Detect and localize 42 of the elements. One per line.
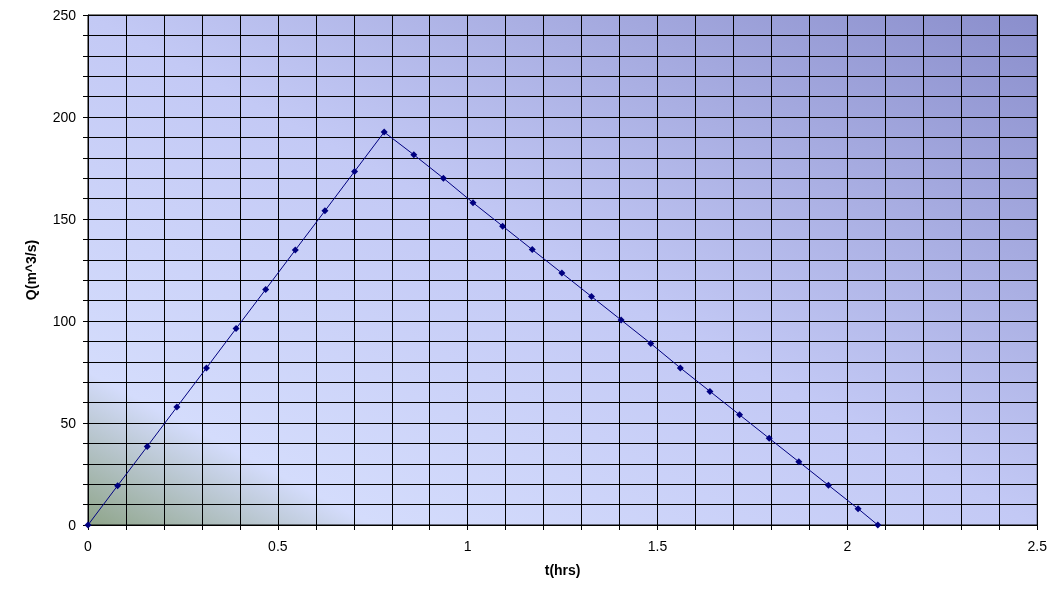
y-tick-label: 200 xyxy=(52,109,77,125)
y-tick-label: 0 xyxy=(68,517,77,533)
point xyxy=(143,442,151,450)
y-tick-label: 100 xyxy=(52,313,77,329)
x-tick-label: 2 xyxy=(843,538,852,554)
y-tick-label: 50 xyxy=(60,415,77,431)
point xyxy=(558,269,566,277)
y-tick-label: 250 xyxy=(52,7,77,23)
x-tick-label: 0 xyxy=(84,538,93,554)
x-tick-label: 1.5 xyxy=(647,538,668,554)
point xyxy=(617,316,625,324)
point xyxy=(824,481,832,489)
point xyxy=(676,364,684,372)
point xyxy=(587,293,595,301)
point xyxy=(262,285,270,293)
x-tick-label: 1 xyxy=(463,538,472,554)
point xyxy=(736,411,744,419)
point xyxy=(321,207,329,215)
y-axis-title: Q(m^3/s) xyxy=(23,239,39,301)
point xyxy=(854,505,862,513)
point xyxy=(351,167,359,175)
point xyxy=(291,246,299,254)
point xyxy=(765,434,773,442)
point xyxy=(647,339,655,347)
point xyxy=(232,325,240,333)
point xyxy=(469,199,477,207)
point xyxy=(173,403,181,411)
point xyxy=(84,521,92,529)
point xyxy=(795,458,803,466)
point xyxy=(114,482,122,490)
x-axis-title: t(hrs) xyxy=(544,562,581,578)
point xyxy=(874,521,882,529)
point xyxy=(706,387,714,395)
y-tick-label: 150 xyxy=(52,211,77,227)
point xyxy=(410,151,418,159)
point xyxy=(380,128,388,136)
point xyxy=(499,222,507,230)
point xyxy=(528,246,536,254)
x-tick-label: 2.5 xyxy=(1027,538,1048,554)
point xyxy=(202,364,210,372)
point xyxy=(439,174,447,182)
x-tick-label: 0.5 xyxy=(268,538,288,554)
